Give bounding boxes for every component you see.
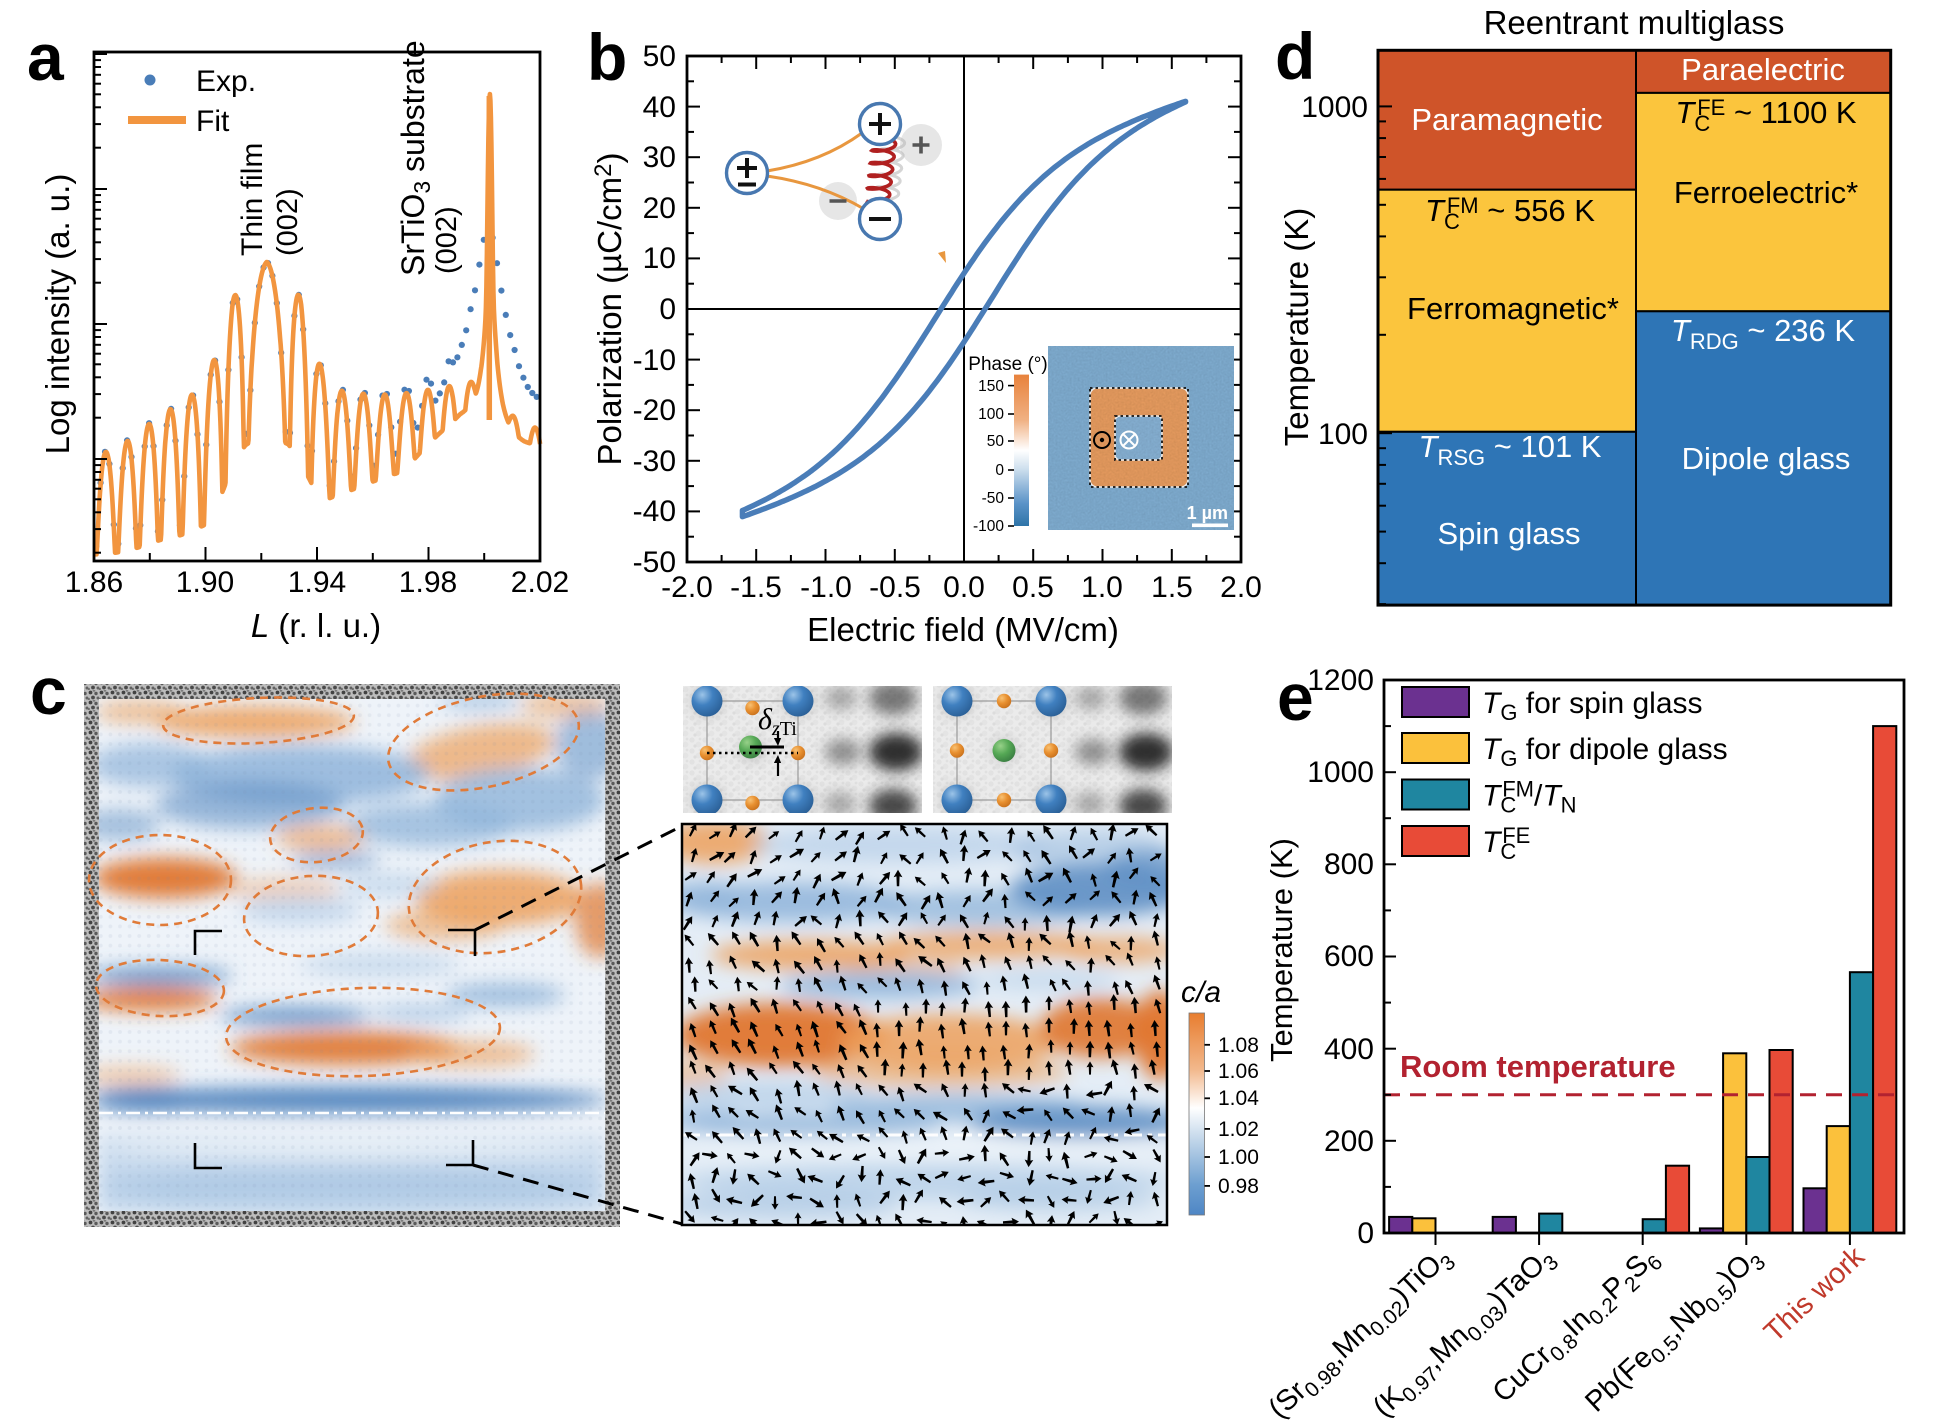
svg-text:Temperature (K): Temperature (K) [1278, 208, 1315, 446]
svg-text:Dipole glass: Dipole glass [1682, 441, 1851, 476]
svg-text:1.02: 1.02 [1218, 1118, 1259, 1141]
svg-text:30: 30 [643, 141, 676, 174]
svg-text:100: 100 [978, 406, 1004, 423]
svg-text:TRDG ~ 236 K: TRDG ~ 236 K [1671, 313, 1855, 354]
svg-text:100: 100 [1318, 418, 1368, 451]
svg-text:Paraelectric: Paraelectric [1681, 52, 1845, 87]
svg-text:b: b [587, 20, 627, 94]
svg-text:-1.5: -1.5 [730, 571, 782, 604]
svg-text:TG for spin glass: TG for spin glass [1482, 687, 1703, 725]
svg-text:Temperature (K): Temperature (K) [1270, 838, 1299, 1062]
svg-text:600: 600 [1324, 940, 1374, 973]
svg-text:150: 150 [978, 378, 1004, 395]
svg-text:0: 0 [659, 293, 676, 326]
svg-text:1.5: 1.5 [1151, 571, 1193, 604]
svg-text:1000: 1000 [1301, 91, 1368, 124]
svg-text:-0.5: -0.5 [869, 571, 921, 604]
svg-text:This work: This work [1758, 1240, 1871, 1348]
svg-text:Spin glass: Spin glass [1437, 516, 1580, 551]
svg-text:Thin film: Thin film [236, 143, 269, 256]
svg-text:L (r. l. u.): L (r. l. u.) [251, 607, 381, 644]
svg-text:0.0: 0.0 [943, 571, 985, 604]
svg-text:Reentrant multiglass: Reentrant multiglass [1484, 4, 1785, 41]
svg-text:Exp.: Exp. [196, 65, 256, 98]
svg-text:1.98: 1.98 [399, 566, 457, 599]
svg-text:Ferromagnetic*: Ferromagnetic* [1407, 291, 1619, 326]
svg-text:(002): (002) [272, 188, 304, 256]
svg-text:1.90: 1.90 [176, 566, 234, 599]
svg-text:1.86: 1.86 [65, 566, 123, 599]
svg-text:2.0: 2.0 [1220, 571, 1262, 604]
svg-text:400: 400 [1324, 1033, 1374, 1066]
svg-text:Fit: Fit [196, 105, 230, 138]
svg-text:1 µm: 1 µm [1187, 503, 1228, 523]
svg-text:-30: -30 [633, 445, 676, 478]
svg-text:-1.0: -1.0 [800, 571, 852, 604]
svg-text:e: e [1277, 660, 1314, 734]
svg-text:TCFM ~ 556 K: TCFM ~ 556 K [1425, 193, 1595, 234]
svg-text:0: 0 [1357, 1217, 1374, 1250]
svg-text:Paramagnetic: Paramagnetic [1411, 102, 1602, 137]
svg-text:Room temperature: Room temperature [1400, 1049, 1676, 1084]
svg-text:0.98: 0.98 [1218, 1175, 1259, 1198]
svg-text:(002): (002) [431, 206, 463, 274]
svg-text:0: 0 [995, 462, 1004, 479]
svg-text:1.94: 1.94 [288, 566, 346, 599]
svg-text:0.5: 0.5 [1012, 571, 1054, 604]
svg-text:1200: 1200 [1307, 664, 1374, 697]
svg-text:Ferroelectric*: Ferroelectric* [1674, 175, 1858, 210]
svg-text:Polarization (µC/cm2): Polarization (µC/cm2) [590, 153, 628, 466]
svg-text:TG for dipole glass: TG for dipole glass [1482, 733, 1728, 771]
svg-text:1.00: 1.00 [1218, 1146, 1259, 1169]
svg-text:-2.0: -2.0 [661, 571, 713, 604]
svg-text:TCFE ~ 1100 K: TCFE ~ 1100 K [1675, 95, 1857, 136]
svg-text:d: d [1275, 19, 1315, 93]
svg-text:200: 200 [1324, 1125, 1374, 1158]
svg-text:10: 10 [643, 242, 676, 275]
svg-text:a: a [27, 20, 65, 94]
svg-text:SrTiO3 substrate: SrTiO3 substrate [395, 40, 435, 276]
svg-text:(K0.97​,Mn0.03​)TaO3​: (K0.97​,Mn0.03​)TaO3​ [1367, 1241, 1563, 1426]
svg-text:1000: 1000 [1307, 756, 1374, 789]
svg-text:-50: -50 [633, 546, 676, 579]
svg-text:TCFM/TN: TCFM/TN [1482, 777, 1577, 818]
svg-text:50: 50 [643, 40, 676, 73]
svg-text:Phase (°): Phase (°) [968, 354, 1047, 375]
svg-text:1.06: 1.06 [1218, 1060, 1259, 1083]
svg-text:-20: -20 [633, 394, 676, 427]
svg-text:-10: -10 [633, 344, 676, 377]
svg-text:20: 20 [643, 192, 676, 225]
svg-text:-40: -40 [633, 495, 676, 528]
svg-text:50: 50 [987, 433, 1005, 450]
svg-text:Log intensity (a. u.): Log intensity (a. u.) [39, 174, 76, 455]
svg-text:2.02: 2.02 [511, 566, 569, 599]
svg-text:Pb(Fe0.5​,Nb0.5​)O3​: Pb(Fe0.5​,Nb0.5​)O3​ [1579, 1241, 1770, 1422]
svg-text:TRSG ~ 101 K: TRSG ~ 101 K [1419, 429, 1602, 470]
svg-text:1.0: 1.0 [1081, 571, 1123, 604]
svg-text:c/a: c/a [1181, 976, 1221, 1009]
svg-text:800: 800 [1324, 848, 1374, 881]
svg-text:40: 40 [643, 91, 676, 124]
svg-text:Electric field (MV/cm): Electric field (MV/cm) [807, 611, 1119, 648]
svg-text:1.04: 1.04 [1218, 1087, 1259, 1110]
svg-text:c: c [30, 660, 67, 728]
svg-text:(Sr0.98​,Mn0.02​)TiO3​: (Sr0.98​,Mn0.02​)TiO3​ [1270, 1241, 1460, 1426]
svg-text:1.08: 1.08 [1218, 1034, 1259, 1057]
svg-text:TCFE: TCFE [1482, 823, 1530, 864]
svg-text:-50: -50 [982, 490, 1005, 507]
svg-text:-100: -100 [973, 518, 1004, 535]
